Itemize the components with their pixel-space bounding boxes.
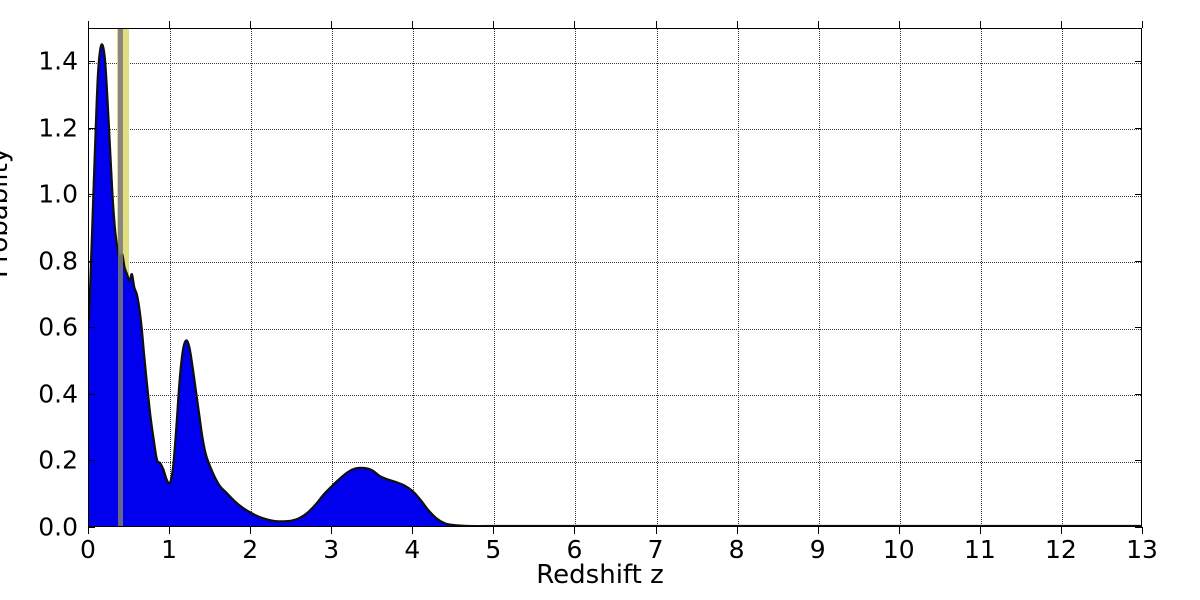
x-tick-mark-top bbox=[493, 21, 495, 28]
probability-density-curve bbox=[89, 43, 1141, 526]
x-tick-mark-top bbox=[655, 21, 657, 28]
x-tick-label: 6 bbox=[566, 535, 583, 564]
x-tick-label: 8 bbox=[728, 535, 745, 564]
y-tick-mark bbox=[88, 527, 95, 528]
y-tick-label: 0.8 bbox=[38, 246, 78, 276]
gridline-vertical bbox=[251, 29, 253, 526]
y-tick-mark-right bbox=[1135, 127, 1142, 129]
gridline-vertical bbox=[170, 29, 172, 526]
gridline-vertical bbox=[656, 29, 658, 526]
x-tick-mark bbox=[250, 527, 252, 534]
x-tick-mark-top bbox=[250, 21, 252, 28]
curve-fill bbox=[89, 44, 1141, 526]
x-tick-mark bbox=[979, 527, 981, 534]
x-tick-label: 3 bbox=[323, 535, 340, 564]
x-tick-label: 10 bbox=[882, 535, 915, 564]
x-tick-mark-top bbox=[817, 21, 819, 28]
x-tick-mark-top bbox=[898, 21, 900, 28]
x-tick-mark-top bbox=[1060, 21, 1062, 28]
x-tick-mark bbox=[817, 527, 819, 534]
y-axis-ticks bbox=[0, 0, 80, 600]
x-tick-mark-top bbox=[736, 21, 738, 28]
y-tick-mark bbox=[88, 393, 95, 395]
y-tick-mark-right bbox=[1135, 527, 1142, 528]
x-tick-label: 0 bbox=[80, 535, 96, 564]
y-tick-label: 0.4 bbox=[38, 379, 78, 409]
gridline-vertical bbox=[413, 29, 415, 526]
y-tick-mark-right bbox=[1135, 61, 1142, 63]
x-tick-mark-top bbox=[412, 21, 414, 28]
gridline-horizontal bbox=[89, 195, 1141, 197]
x-tick-mark bbox=[88, 527, 89, 534]
y-tick-mark bbox=[88, 194, 95, 196]
y-tick-label: 1.2 bbox=[38, 113, 78, 143]
y-tick-mark-right bbox=[1135, 194, 1142, 196]
x-tick-mark-top bbox=[1142, 21, 1143, 28]
y-tick-label: 1.4 bbox=[38, 46, 78, 76]
gridline-horizontal bbox=[89, 395, 1141, 397]
y-tick-mark bbox=[88, 460, 95, 462]
gridline-vertical bbox=[575, 29, 577, 526]
plot-area bbox=[88, 28, 1142, 527]
y-tick-mark bbox=[88, 327, 95, 329]
x-tick-label: 7 bbox=[647, 535, 664, 564]
x-tick-mark bbox=[898, 527, 900, 534]
x-tick-mark bbox=[655, 527, 657, 534]
y-tick-label: 0.6 bbox=[38, 312, 78, 342]
y-tick-mark bbox=[88, 127, 95, 129]
x-tick-label: 12 bbox=[1045, 535, 1077, 564]
x-tick-mark-top bbox=[169, 21, 171, 28]
best-fit-redshift-line bbox=[117, 29, 123, 526]
x-tick-label: 4 bbox=[404, 535, 421, 564]
gridline-horizontal bbox=[89, 328, 1141, 330]
y-tick-mark-right bbox=[1135, 327, 1142, 329]
gridline-horizontal bbox=[89, 461, 1141, 463]
y-tick-mark bbox=[88, 260, 95, 262]
gridline-vertical bbox=[332, 29, 334, 526]
gridline-vertical bbox=[494, 29, 496, 526]
x-tick-label: 2 bbox=[242, 535, 259, 564]
y-tick-label: 0.0 bbox=[38, 512, 78, 542]
x-tick-mark bbox=[412, 527, 414, 534]
x-tick-label: 5 bbox=[485, 535, 502, 564]
y-tick-mark-right bbox=[1135, 393, 1142, 395]
y-tick-mark bbox=[88, 61, 95, 63]
gridline-vertical bbox=[1061, 29, 1063, 526]
x-tick-mark bbox=[736, 527, 738, 534]
y-tick-mark-right bbox=[1135, 260, 1142, 262]
gridline-vertical bbox=[737, 29, 739, 526]
gridline-vertical bbox=[980, 29, 982, 526]
x-tick-label: 1 bbox=[161, 535, 178, 564]
gridline-horizontal bbox=[89, 262, 1141, 264]
x-tick-mark bbox=[493, 527, 495, 534]
y-tick-mark-right bbox=[1135, 460, 1142, 462]
x-tick-label: 11 bbox=[963, 535, 996, 564]
x-tick-mark bbox=[574, 527, 576, 534]
x-tick-mark bbox=[1060, 527, 1062, 534]
x-tick-mark-top bbox=[979, 21, 981, 28]
x-tick-label: 13 bbox=[1126, 535, 1158, 564]
x-tick-mark-top bbox=[331, 21, 333, 28]
x-tick-mark-top bbox=[88, 21, 89, 28]
gridline-vertical bbox=[899, 29, 901, 526]
gridline-horizontal bbox=[89, 129, 1141, 131]
y-tick-label: 0.2 bbox=[38, 445, 78, 475]
x-axis-label: Redshift z bbox=[536, 560, 664, 590]
x-tick-mark-top bbox=[574, 21, 576, 28]
y-axis-label: Probablity bbox=[0, 147, 14, 278]
x-tick-label: 9 bbox=[809, 535, 826, 564]
gridline-horizontal bbox=[89, 62, 1141, 64]
x-tick-mark bbox=[169, 527, 171, 534]
gridline-vertical bbox=[818, 29, 820, 526]
curve-outline bbox=[89, 43, 1141, 526]
x-tick-mark bbox=[331, 527, 333, 534]
y-tick-label: 1.0 bbox=[38, 179, 78, 209]
x-tick-mark bbox=[1142, 527, 1143, 534]
